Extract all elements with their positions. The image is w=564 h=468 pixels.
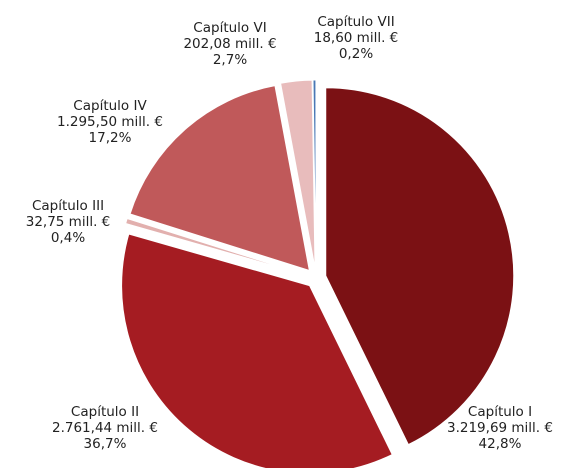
slice-category: Capítulo III <box>32 198 104 214</box>
slice-value: 32,75 mill. € <box>26 214 111 230</box>
pie-slice <box>312 79 317 269</box>
pie-slice <box>121 233 393 468</box>
slice-category: Capítulo VI <box>193 20 266 36</box>
slice-percent: 0,2% <box>339 46 373 62</box>
slice-percent: 42,8% <box>479 436 522 452</box>
slice-category: Capítulo II <box>71 404 139 420</box>
slice-value: 202,08 mill. € <box>183 36 276 52</box>
slice-value: 18,60 mill. € <box>314 30 399 46</box>
pie-slice <box>129 85 311 272</box>
pie-slice <box>325 87 515 446</box>
slice-category: Capítulo IV <box>73 98 147 114</box>
slice-value: 2.761,44 mill. € <box>52 420 158 436</box>
pie-slice <box>125 217 307 276</box>
slice-value: 3.219,69 mill. € <box>447 420 553 436</box>
slice-value: 1.295,50 mill. € <box>57 114 163 130</box>
slice-percent: 0,4% <box>51 230 85 246</box>
pie-slice <box>279 79 316 269</box>
slice-percent: 17,2% <box>89 130 132 146</box>
slice-category: Capítulo VII <box>317 14 394 30</box>
slice-percent: 36,7% <box>84 436 127 452</box>
slice-percent: 2,7% <box>213 52 247 68</box>
slice-category: Capítulo I <box>468 404 532 420</box>
